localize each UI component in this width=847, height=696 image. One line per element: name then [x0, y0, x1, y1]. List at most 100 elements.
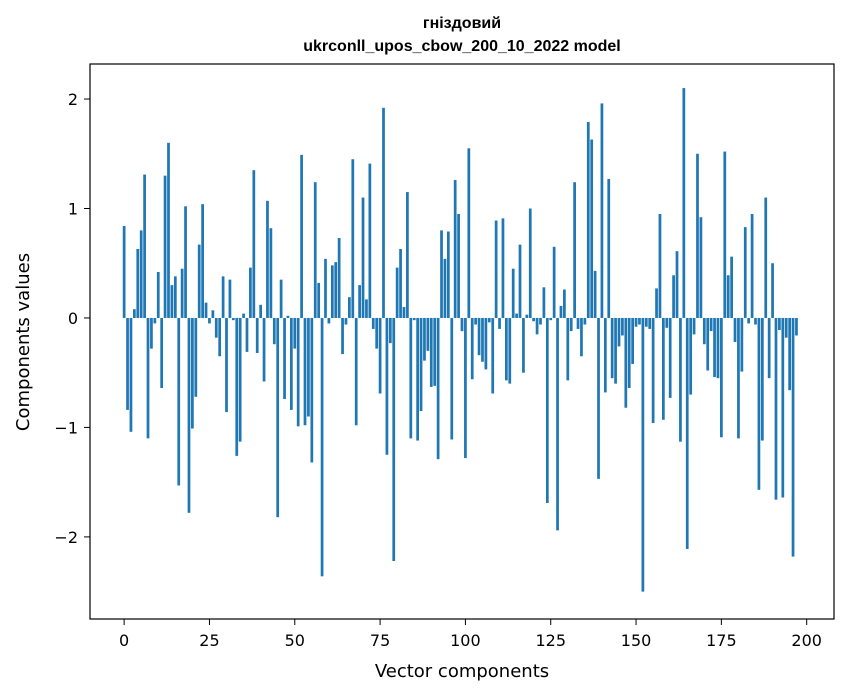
bar [597, 317, 600, 479]
bar [289, 317, 293, 410]
bar [774, 317, 778, 500]
bar [675, 251, 679, 318]
bar [160, 317, 164, 389]
bar [310, 317, 314, 463]
plot-area-frame [89, 63, 835, 620]
bar [494, 220, 498, 318]
bar [668, 317, 672, 398]
bar [767, 317, 771, 379]
bar [559, 305, 563, 318]
bar [771, 263, 774, 318]
bar [713, 317, 716, 378]
bar [156, 271, 160, 318]
bar [791, 317, 795, 557]
bar [528, 208, 532, 318]
bar [173, 276, 177, 318]
bar [334, 262, 338, 318]
bar [481, 317, 484, 362]
bar [378, 317, 382, 394]
bar [371, 317, 375, 329]
bar [470, 317, 474, 380]
bar [211, 310, 215, 318]
bar [661, 317, 665, 420]
bar [163, 175, 167, 318]
bar [320, 317, 324, 577]
bar [515, 313, 518, 318]
bar [133, 309, 136, 318]
bar [607, 178, 611, 318]
bar [600, 103, 604, 318]
bar [716, 317, 720, 379]
bar [365, 299, 368, 318]
bar [569, 317, 573, 332]
bar [467, 148, 471, 318]
bar [576, 317, 580, 329]
x-tick-label: 150 [621, 631, 652, 650]
y-tick-label: 2 [68, 90, 78, 109]
bar [474, 317, 478, 325]
bar [313, 182, 317, 318]
x-tick-label: 50 [285, 631, 305, 650]
bar [266, 200, 269, 318]
bar [307, 317, 310, 417]
bar [658, 213, 662, 318]
bar [679, 317, 682, 442]
bar [252, 170, 256, 318]
bar [191, 317, 194, 429]
bar [187, 317, 191, 513]
bar [218, 317, 222, 357]
bar [665, 317, 669, 328]
bar [672, 275, 675, 318]
bar [228, 279, 232, 318]
bar [580, 317, 583, 357]
bar [590, 139, 594, 318]
bar [443, 258, 447, 318]
bar [214, 317, 218, 338]
bar [692, 317, 696, 335]
bar [747, 317, 751, 324]
bar [324, 258, 327, 318]
bar [337, 238, 341, 318]
bar [621, 317, 624, 336]
bar [505, 317, 508, 381]
bar [651, 317, 655, 424]
bar [221, 276, 225, 318]
bar [344, 317, 348, 325]
x-axis-label: Vector components [375, 661, 549, 682]
bar [525, 314, 529, 318]
bar [423, 317, 426, 361]
bar [170, 285, 174, 318]
bar [781, 317, 785, 498]
y-tick-label: −1 [54, 418, 78, 437]
bar [535, 317, 539, 335]
bar [518, 244, 522, 318]
bar [760, 317, 764, 441]
bar [743, 227, 747, 318]
bar [194, 317, 198, 397]
bar [426, 317, 430, 351]
bar [412, 317, 416, 321]
bar [419, 317, 423, 412]
bar [464, 317, 467, 459]
bar [406, 192, 409, 318]
bar [460, 317, 464, 332]
bar [508, 317, 512, 384]
bar [740, 317, 744, 372]
bar [385, 317, 389, 455]
bar [201, 204, 204, 318]
bar [184, 206, 187, 318]
bar [341, 317, 344, 355]
bar [723, 151, 727, 318]
bar [409, 317, 413, 439]
bar [624, 317, 628, 408]
bar [627, 317, 631, 389]
bar [549, 317, 553, 321]
bar [539, 317, 542, 325]
bar [491, 317, 495, 394]
bar [122, 226, 126, 318]
bar [416, 317, 419, 441]
bar [614, 317, 617, 384]
x-tick-label: 100 [450, 631, 481, 650]
bar [382, 107, 385, 318]
bar [354, 317, 358, 426]
